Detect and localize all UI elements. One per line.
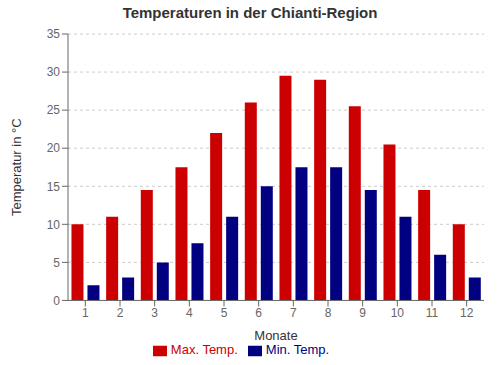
svg-text:30: 30 — [47, 65, 61, 79]
svg-text:3: 3 — [151, 306, 158, 320]
svg-text:7: 7 — [290, 306, 297, 320]
svg-text:15: 15 — [47, 180, 61, 194]
html-text:Max. Temp.: Max. Temp. — [170, 342, 238, 358]
svg-text:Monate: Monate — [254, 328, 297, 343]
svg-text:9: 9 — [359, 306, 366, 320]
svg-text:10: 10 — [391, 306, 405, 320]
html-text:Min. Temp.: Min. Temp. — [265, 342, 330, 358]
svg-text:2: 2 — [117, 306, 124, 320]
svg-text:12: 12 — [460, 306, 474, 320]
svg-text:5: 5 — [53, 256, 60, 270]
svg-text:6: 6 — [255, 306, 262, 320]
svg-text:5: 5 — [221, 306, 228, 320]
svg-text:Temperatur in °C: Temperatur in °C — [9, 118, 24, 216]
svg-text:8: 8 — [325, 306, 332, 320]
svg-text:4: 4 — [186, 306, 193, 320]
html-text:Temperaturen in der Chianti-Re: Temperaturen in der Chianti-Region — [122, 4, 378, 21]
svg-text:10: 10 — [47, 218, 61, 232]
svg-text:11: 11 — [426, 306, 439, 320]
svg-text:1: 1 — [82, 306, 89, 320]
svg-text:20: 20 — [47, 141, 61, 155]
svg-text:0: 0 — [53, 294, 60, 308]
svg-text:35: 35 — [47, 27, 61, 41]
svg-text:25: 25 — [47, 103, 61, 117]
